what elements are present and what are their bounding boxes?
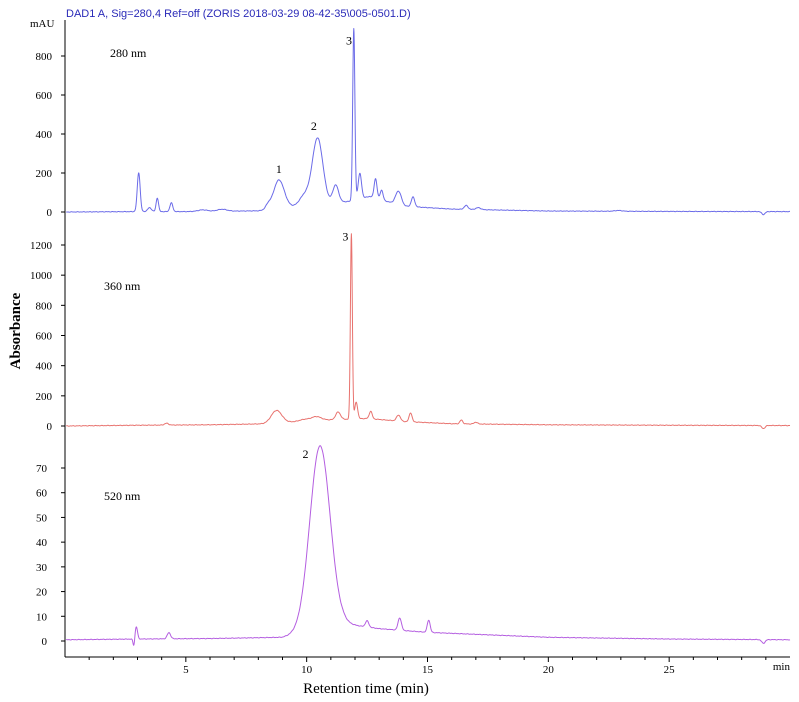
- y-tick-label: 800: [36, 51, 53, 63]
- x-axis-ticks: 5 10 15 20 25: [88, 657, 767, 676]
- y-tick-label: 10: [36, 611, 48, 623]
- y-tick-label: 400: [36, 361, 53, 373]
- x-tick-label: 10: [301, 664, 313, 676]
- y-tick-label: 40: [36, 537, 48, 549]
- peak-label: 1: [276, 162, 282, 176]
- y-tick-label: 200: [36, 391, 53, 403]
- peak-label: 2: [302, 447, 308, 461]
- y-tick-label: 60: [36, 488, 48, 500]
- x-unit-label: min: [773, 661, 791, 673]
- y-tick-label: 50: [36, 512, 48, 524]
- trace-line: [65, 27, 791, 216]
- panel-360-nm: 0 200 400 600 800 1000 1200 360 nm 3: [30, 229, 791, 433]
- x-tick-label: 15: [422, 664, 434, 676]
- y-tick-label: 0: [42, 636, 48, 648]
- y-tick-label: 0: [47, 207, 53, 219]
- y-tick-label: 20: [36, 587, 48, 599]
- y-tick-label: 400: [36, 129, 53, 141]
- peak-label: 3: [342, 229, 348, 243]
- y-axis-label: Absorbance: [8, 292, 24, 369]
- y-tick-label: 600: [36, 90, 53, 102]
- y-tick-label: 30: [36, 562, 48, 574]
- wavelength-label: 520 nm: [104, 489, 141, 503]
- x-tick-label: 25: [664, 664, 676, 676]
- peak-label: 2: [311, 119, 317, 133]
- panel-280-nm: 0 200 400 600 800 280 nm 1 2 3: [36, 27, 791, 219]
- y-tick-label: 1000: [30, 270, 53, 282]
- trace-line: [65, 445, 791, 646]
- y-tick-label: 800: [36, 300, 53, 312]
- y-unit-label: mAU: [30, 18, 55, 30]
- chart-header-title: DAD1 A, Sig=280,4 Ref=off (ZORIS 2018-03…: [66, 8, 411, 20]
- peak-label: 3: [346, 33, 352, 47]
- y-tick-label: 600: [36, 331, 53, 343]
- y-tick-label: 70: [36, 463, 48, 475]
- wavelength-label: 360 nm: [104, 279, 141, 293]
- x-tick-label: 20: [543, 664, 555, 676]
- y-tick-label: 0: [47, 421, 53, 433]
- wavelength-label: 280 nm: [110, 46, 147, 60]
- x-axis-label: Retention time (min): [303, 681, 429, 697]
- x-tick-label: 5: [183, 664, 189, 676]
- trace-line: [65, 233, 791, 429]
- y-tick-label: 200: [36, 168, 53, 180]
- y-tick-label: 1200: [30, 240, 53, 252]
- panel-520-nm: 0 10 20 30 40 50 60 70 520 nm 2: [36, 445, 791, 648]
